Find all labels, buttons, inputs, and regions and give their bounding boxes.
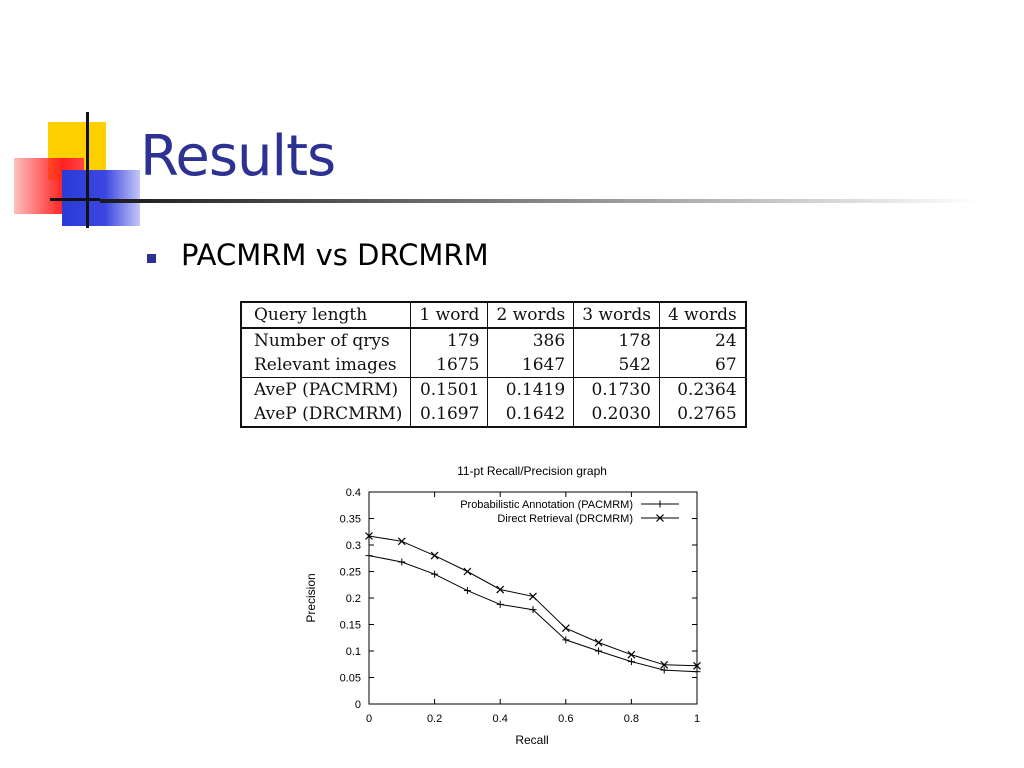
table-row: AveP (DRCMRM) 0.1697 0.1642 0.2030 0.276…: [241, 402, 746, 427]
series-2-point: [397, 537, 406, 546]
y-tick-label: 0.15: [340, 620, 361, 632]
title-deco-vertical-line: [86, 112, 89, 228]
series-1-point: [660, 666, 668, 674]
table-cell: 24: [658, 328, 746, 353]
title-underline: [100, 199, 980, 203]
table-cell: 0.1419: [487, 377, 574, 402]
legend-marker: [656, 500, 664, 508]
x-tick-label: 0.8: [624, 713, 639, 725]
series-layer: [365, 532, 701, 676]
table-header-cell: 4 words: [658, 302, 746, 329]
series-1-point: [693, 668, 701, 676]
table-row: Relevant images 1675 1647 542 67: [241, 353, 746, 378]
series-2-point: [496, 585, 505, 594]
y-tick-label: 0: [355, 699, 361, 711]
table-cell: AveP (PACMRM): [241, 377, 411, 402]
table-header-cell: Query length: [241, 302, 411, 329]
series-2-point: [430, 551, 439, 560]
x-axis: 0 0.2 0.4 0.6 0.8 1: [366, 492, 700, 725]
table-cell: 0.2364: [658, 377, 746, 402]
table-cell: 386: [487, 328, 574, 353]
series-2-point: [365, 532, 373, 540]
table-cell: 542: [573, 353, 660, 378]
chart-legend: Probabilistic Annotation (PACMRM) Direct …: [460, 499, 679, 525]
bullet-text: PACMRM vs DRCMRM: [181, 238, 489, 272]
series-1-point: [627, 658, 635, 666]
x-tick-label: 0: [366, 713, 372, 725]
table-cell: 179: [410, 328, 488, 353]
series-2-point: [627, 650, 636, 659]
table-cell: 1675: [410, 353, 488, 378]
table-cell: 67: [658, 353, 746, 378]
table-cell: 0.1501: [410, 377, 488, 402]
table-cell: Relevant images: [254, 355, 397, 375]
y-tick-label: 0.35: [340, 514, 361, 526]
series-1-point: [496, 600, 504, 608]
series-2-point: [463, 567, 472, 576]
series-2-point: [660, 660, 669, 669]
title-deco-horizontal-line: [50, 198, 100, 201]
series-1-point: [463, 587, 471, 595]
bullet-square-icon: [147, 254, 156, 263]
y-tick-label: 0.3: [346, 540, 361, 552]
y-tick-label: 0.1: [346, 646, 361, 658]
y-tick-label: 0.2: [346, 593, 361, 605]
x-tick-label: 0.2: [427, 713, 442, 725]
y-tick-label: 0.05: [340, 673, 361, 685]
table-cell: 1647: [487, 353, 574, 378]
table-cell: 0.1730: [573, 377, 660, 402]
legend-label: Direct Retrieval (DRCMRM): [497, 513, 633, 525]
x-tick-label: 0.6: [558, 713, 573, 725]
series-1-point: [365, 552, 373, 560]
slide-title: Results: [140, 124, 336, 189]
table-row: Number of qrys 179 386 178 24: [241, 328, 746, 353]
table-cell: 178: [573, 328, 660, 353]
x-tick-label: 1: [694, 713, 700, 725]
legend-label: Probabilistic Annotation (PACMRM): [460, 499, 633, 511]
results-table: Query length 1 word 2 words 3 words 4 wo…: [240, 301, 747, 428]
series-1-point: [431, 570, 439, 578]
table-header-cell: 1 word: [410, 302, 488, 329]
recall-precision-chart: 11-pt Recall/Precision graph 0 0.05 0.1 0.1…: [304, 464, 701, 747]
series-2-point: [693, 661, 701, 670]
table-cell: Number of qrys: [254, 331, 390, 351]
chart-title: 11-pt Recall/Precision graph: [457, 464, 607, 478]
table-row: AveP (PACMRM) 0.1501 0.1419 0.1730 0.236…: [241, 377, 746, 402]
table-cell: 0.1642: [487, 402, 574, 427]
table-cell: 0.2030: [573, 402, 660, 427]
series-2-point: [594, 638, 603, 647]
y-tick-label: 0.4: [346, 487, 361, 499]
table-cell: 0.1697: [410, 402, 488, 427]
series-2-point: [561, 624, 570, 633]
table-header-cell: 2 words: [487, 302, 574, 329]
y-axis-label: Precision: [304, 573, 318, 622]
y-axis: 0 0.05 0.1 0.15 0.2 0.25 0.3 0.35 0.4: [340, 487, 697, 711]
y-tick-label: 0.25: [340, 567, 361, 579]
legend-marker: [656, 514, 664, 522]
series-1-point: [398, 558, 406, 566]
series-line-2: [368, 535, 698, 667]
series-1-point: [595, 647, 603, 655]
series-2-point: [529, 592, 537, 601]
x-tick-label: 0.4: [493, 713, 508, 725]
table-cell: AveP (DRCMRM): [254, 404, 403, 424]
x-axis-label: Recall: [515, 733, 548, 747]
table-header-cell: 3 words: [573, 302, 660, 329]
table-header-row: Query length 1 word 2 words 3 words 4 wo…: [241, 302, 746, 329]
table-cell: 0.2765: [658, 402, 746, 427]
series-1-point: [562, 636, 570, 644]
series-1-point: [529, 606, 537, 614]
series-line-1: [368, 555, 698, 673]
